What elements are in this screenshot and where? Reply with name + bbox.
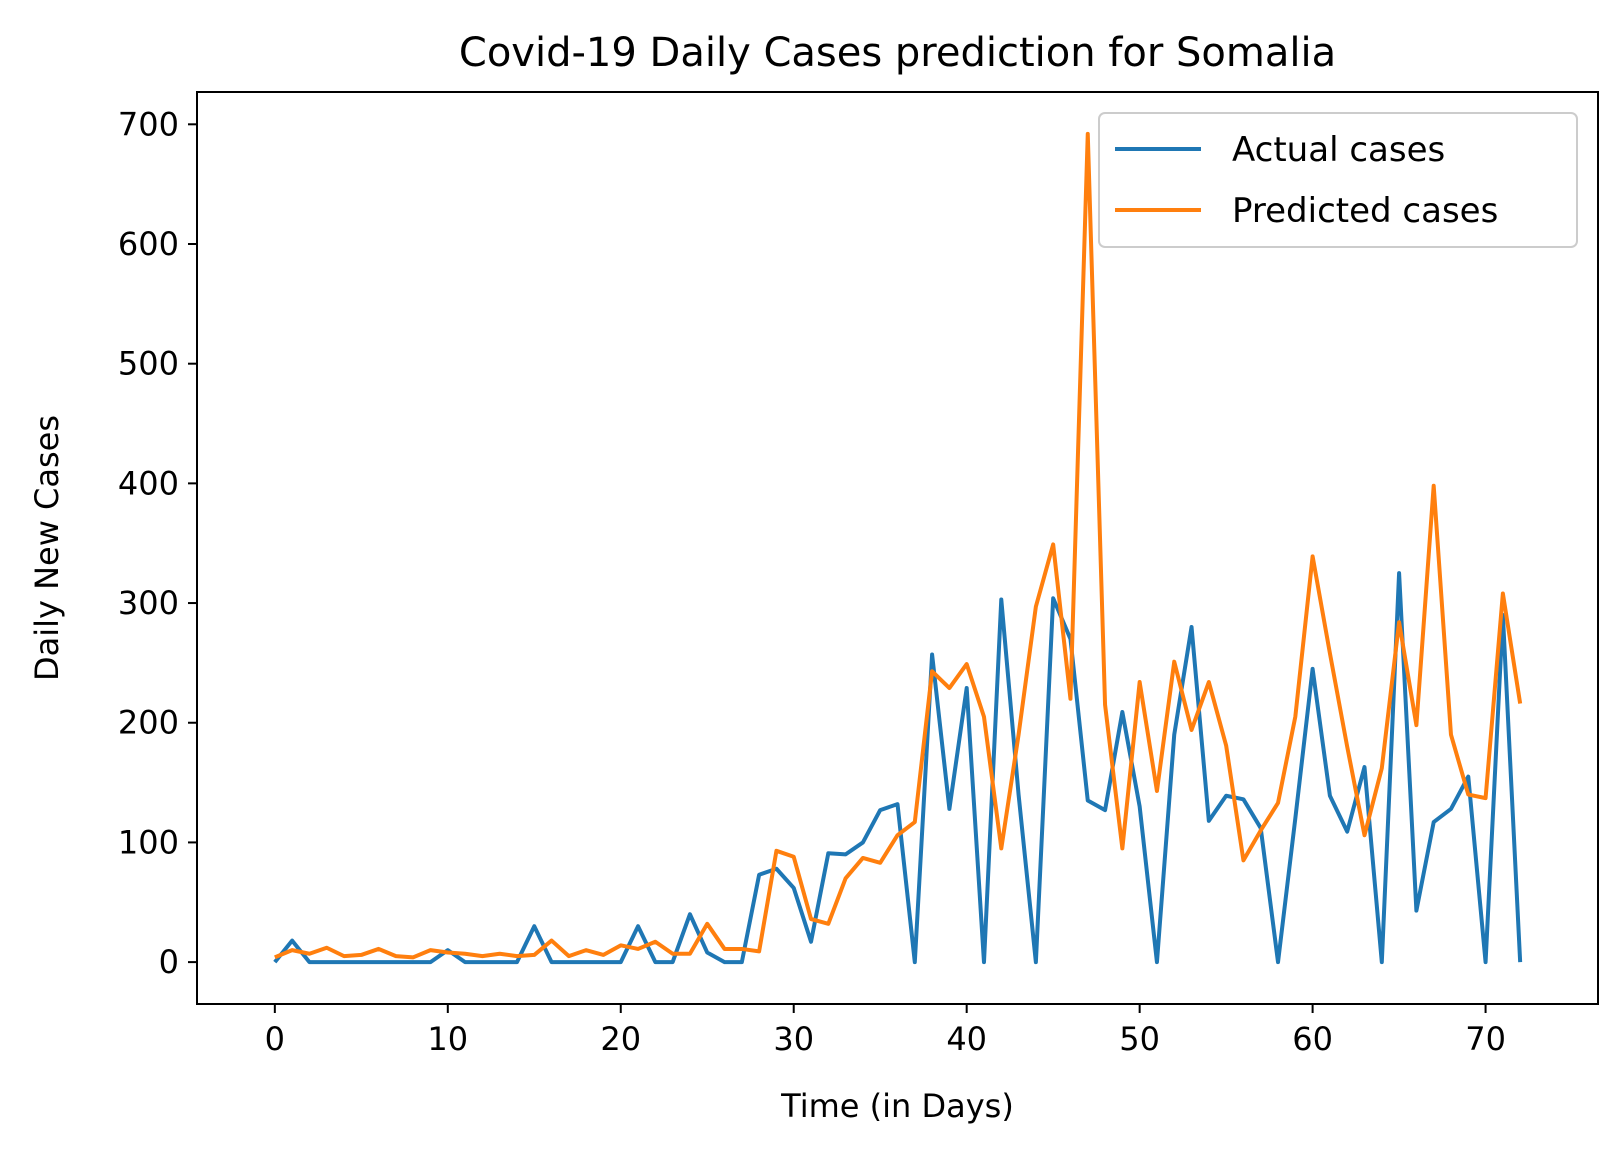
legend-entries: Actual cases Predicted cases xyxy=(1115,130,1498,231)
series-line-actual xyxy=(273,571,1523,965)
plot-area xyxy=(196,91,1599,1005)
x-axis-label: Time (in Days) xyxy=(780,1087,1014,1125)
series-group xyxy=(273,131,1523,965)
legend: Actual cases Predicted cases xyxy=(1098,112,1578,248)
legend-label: Predicted cases xyxy=(1232,191,1498,231)
x-tick-label: 40 xyxy=(946,1020,987,1058)
legend-label: Actual cases xyxy=(1232,130,1445,170)
x-tick-label: 60 xyxy=(1292,1020,1333,1058)
x-tick-label: 50 xyxy=(1119,1020,1160,1058)
y-tick-label: 600 xyxy=(118,225,179,263)
y-tick-label: 700 xyxy=(118,105,179,143)
y-tick-label: 400 xyxy=(118,464,179,502)
x-tick-label: 30 xyxy=(773,1020,814,1058)
y-tick-label: 100 xyxy=(118,823,179,861)
x-tick-label: 0 xyxy=(265,1020,285,1058)
y-axis: 0 100 200 300 400 500 600 700 xyxy=(118,105,197,981)
x-tick-label: 10 xyxy=(427,1020,468,1058)
legend-box xyxy=(1098,112,1578,248)
x-tick-label: 20 xyxy=(600,1020,641,1058)
y-tick-label: 200 xyxy=(118,704,179,742)
y-tick-label: 500 xyxy=(118,345,179,383)
y-tick-label: 300 xyxy=(118,584,179,622)
y-tick-label: 0 xyxy=(159,943,179,981)
y-axis-label: Daily New Cases xyxy=(28,415,66,681)
series-line-predicted xyxy=(274,131,1523,960)
x-tick-label: 70 xyxy=(1465,1020,1506,1058)
x-axis: 0 10 20 30 40 50 60 70 xyxy=(265,1004,1506,1058)
plot-frame xyxy=(196,91,1599,1005)
chart-title: Covid-19 Daily Cases prediction for Soma… xyxy=(459,30,1336,76)
